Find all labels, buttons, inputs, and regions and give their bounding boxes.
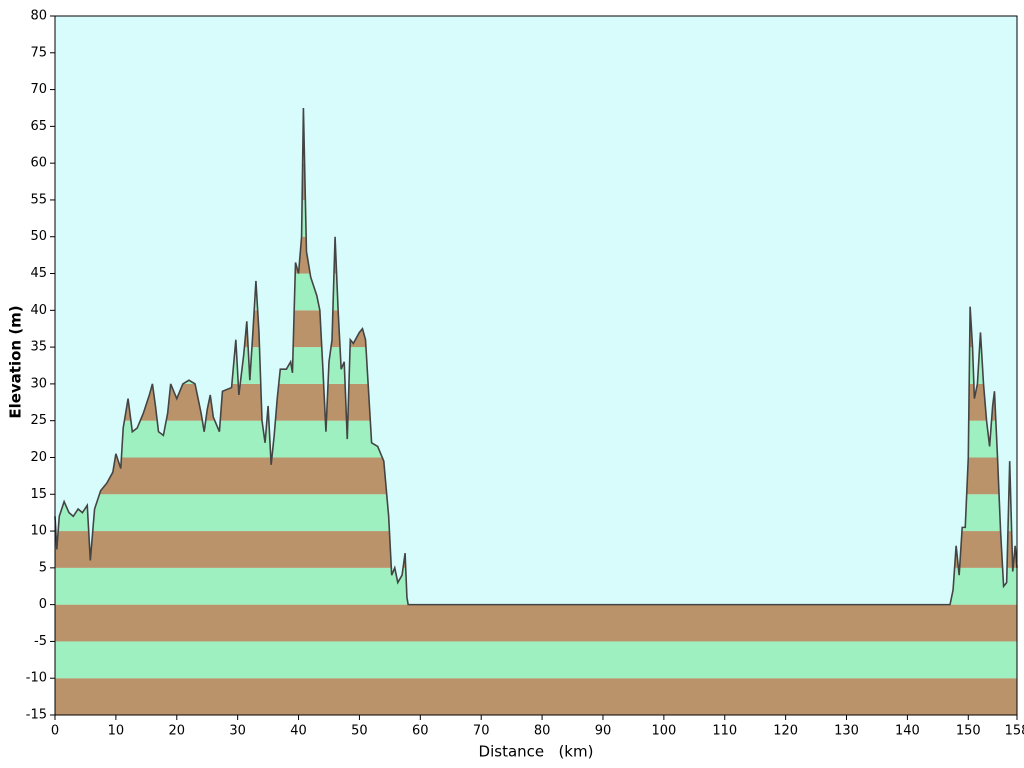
x-tick-label: 120 xyxy=(773,724,798,739)
y-tick-label: 35 xyxy=(30,340,47,355)
x-tick-label: 90 xyxy=(595,724,612,739)
y-tick-label: 70 xyxy=(30,82,47,97)
x-tick-label: 0 xyxy=(51,724,59,739)
y-tick-label: 75 xyxy=(30,45,47,60)
x-tick-label: 20 xyxy=(168,724,185,739)
y-tick-label: 30 xyxy=(30,376,47,391)
x-axis-title: Distance (km) xyxy=(479,743,594,761)
plot-frame xyxy=(54,15,1018,716)
elevation-band xyxy=(55,641,1017,679)
y-tick-label: 80 xyxy=(30,9,47,24)
y-tick-label: 55 xyxy=(30,192,47,207)
y-tick-label: -5 xyxy=(34,634,47,649)
x-tick-label: 70 xyxy=(473,724,490,739)
y-tick-label: 10 xyxy=(30,524,47,539)
y-tick-label: 50 xyxy=(30,229,47,244)
x-tick-label: 110 xyxy=(712,724,737,739)
x-tick-label: 140 xyxy=(895,724,920,739)
y-tick-label: 15 xyxy=(30,487,47,502)
y-tick-label: -15 xyxy=(26,708,47,723)
x-tick-label: 10 xyxy=(108,724,125,739)
y-tick-label: 60 xyxy=(30,156,47,171)
y-tick-label: 5 xyxy=(39,560,47,575)
x-tick-label: 150 xyxy=(956,724,981,739)
y-tick-label: 20 xyxy=(30,450,47,465)
elevation-band xyxy=(55,678,1017,715)
x-tick-label: 60 xyxy=(412,724,429,739)
elevation-band xyxy=(55,604,1017,642)
x-tick-label: 40 xyxy=(290,724,307,739)
x-tick-label: 130 xyxy=(834,724,859,739)
y-axis-title: Elevation (m) xyxy=(7,305,25,418)
y-tick-label: 25 xyxy=(30,413,47,428)
x-tick-label: 158 xyxy=(1005,724,1024,739)
y-tick-label: 40 xyxy=(30,303,47,318)
x-tick-label: 30 xyxy=(229,724,246,739)
x-tick-label: 80 xyxy=(534,724,551,739)
y-tick-label: 0 xyxy=(39,597,47,612)
y-tick-label: 65 xyxy=(30,119,47,134)
y-tick-label: 45 xyxy=(30,266,47,281)
x-tick-label: 50 xyxy=(351,724,368,739)
y-tick-label: -10 xyxy=(26,671,47,686)
elevation-line xyxy=(54,107,1018,606)
x-tick-label: 100 xyxy=(651,724,676,739)
